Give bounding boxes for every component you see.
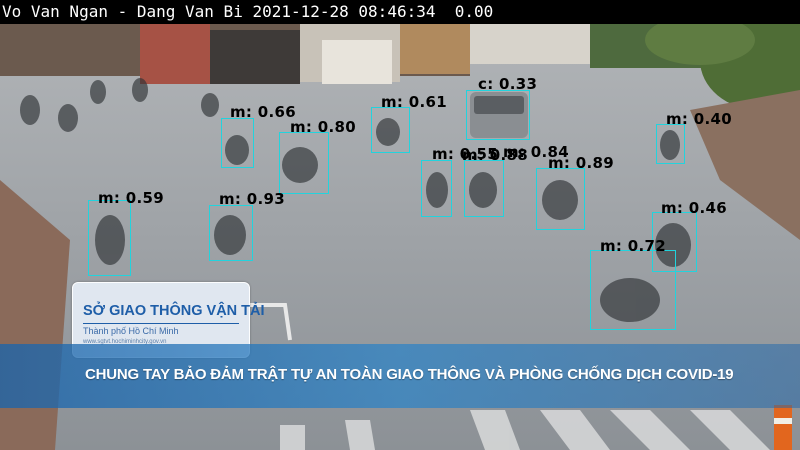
detection-label: m: 0.46	[661, 199, 727, 217]
detection-box	[371, 107, 410, 153]
detection-box	[536, 168, 585, 230]
detection-label: m: 0.88	[462, 146, 528, 164]
detection-label: m: 0.84	[503, 143, 569, 161]
detection-box	[590, 250, 676, 330]
logo-title: SỞ GIAO THÔNG VẬN TẢI	[83, 303, 265, 319]
camera-header: Vo Van Ngan - Dang Van Bi 2021-12-28 08:…	[0, 0, 800, 24]
detection-label: m: 0.59	[98, 189, 164, 207]
detection-box	[656, 124, 685, 164]
logo-subtitle: Thành phố Hồ Chí Minh	[83, 326, 179, 336]
detection-label: m: 0.93	[219, 190, 285, 208]
campaign-banner: CHUNG TAY BẢO ĐẢM TRẬT TỰ AN TOÀN GIAO T…	[0, 344, 800, 408]
detection-label: m: 0.80	[290, 118, 356, 136]
detection-label: m: 0.72	[600, 237, 666, 255]
detection-box	[466, 90, 530, 140]
detection-label: m: 0.61	[381, 93, 447, 111]
detection-box	[652, 212, 697, 272]
detection-label: m: 0.66	[230, 103, 296, 121]
campaign-banner-text: CHUNG TAY BẢO ĐẢM TRẬT TỰ AN TOÀN GIAO T…	[85, 366, 734, 383]
detection-label: m: 0.40	[666, 110, 732, 128]
detection-box	[464, 160, 504, 217]
detection-box	[421, 160, 452, 217]
logo-url: www.sgtvt.hochiminhcity.gov.vn	[83, 339, 167, 345]
detection-label: c: 0.33	[478, 75, 538, 93]
logo-divider	[83, 323, 239, 324]
detection-box	[209, 205, 253, 261]
detection-box	[88, 200, 131, 276]
detection-box	[221, 118, 254, 168]
detection-box	[279, 132, 329, 194]
detection-label: m: 0.55	[432, 145, 498, 163]
detection-label: m: 0.89	[548, 154, 614, 172]
